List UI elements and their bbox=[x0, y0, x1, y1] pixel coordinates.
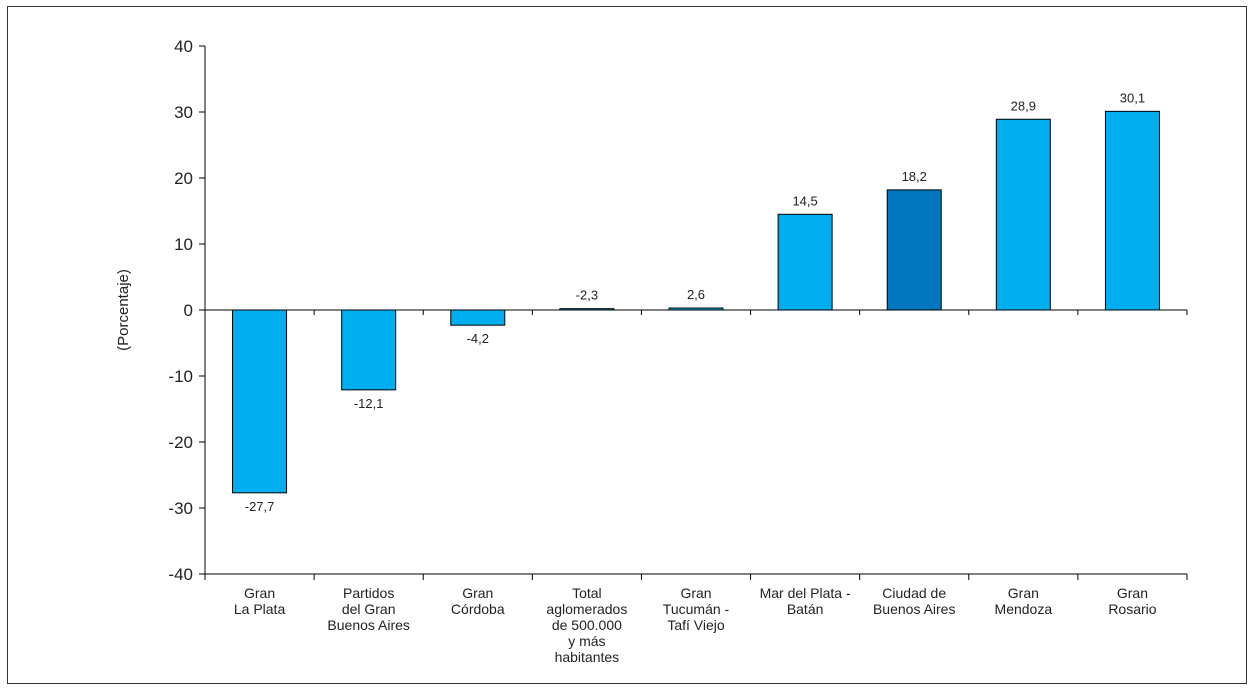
bar bbox=[450, 309, 506, 326]
data-label: 18,2 bbox=[902, 169, 927, 184]
category-label: Partidos del Gran Buenos Aires bbox=[327, 585, 410, 633]
data-label: 14,5 bbox=[792, 193, 817, 208]
y-tick-label: 40 bbox=[174, 37, 193, 56]
y-tick-label: -20 bbox=[168, 433, 193, 452]
bar bbox=[777, 213, 833, 311]
category-label: Gran La Plata bbox=[234, 585, 286, 617]
bar bbox=[232, 309, 288, 494]
category-label: Gran Rosario bbox=[1108, 585, 1156, 617]
y-tick-label: 0 bbox=[184, 301, 193, 320]
data-label: 30,1 bbox=[1120, 90, 1145, 105]
category-label: Ciudad de Buenos Aires bbox=[873, 585, 956, 617]
data-label: -4,2 bbox=[467, 331, 489, 346]
category-label: Gran Córdoba bbox=[451, 585, 505, 617]
y-tick-label: 20 bbox=[174, 169, 193, 188]
bar bbox=[995, 118, 1051, 311]
y-tick-label: -40 bbox=[168, 565, 193, 584]
y-tick-label: 30 bbox=[174, 103, 193, 122]
category-label: Mar del Plata -Batán bbox=[760, 585, 851, 617]
y-tick-label: -30 bbox=[168, 499, 193, 518]
bar bbox=[886, 189, 942, 311]
data-label: -12,1 bbox=[354, 396, 384, 411]
data-label: -2,3 bbox=[576, 288, 598, 303]
category-label: Gran Tucumán -Tafí Viejo bbox=[663, 585, 730, 633]
y-tick-label: 10 bbox=[174, 235, 193, 254]
chart-frame bbox=[7, 6, 1247, 684]
bar bbox=[341, 309, 397, 391]
category-label: Total aglomerados de 500.000 y más habitante… bbox=[546, 585, 627, 665]
data-label: 28,9 bbox=[1011, 98, 1036, 113]
bar bbox=[1104, 110, 1160, 311]
category-label: Gran Mendoza bbox=[995, 585, 1053, 617]
y-tick-label: -10 bbox=[168, 367, 193, 386]
y-axis-label: (Porcentaje) bbox=[115, 269, 132, 351]
data-label: -27,7 bbox=[245, 499, 275, 514]
data-label: 2,6 bbox=[687, 287, 705, 302]
